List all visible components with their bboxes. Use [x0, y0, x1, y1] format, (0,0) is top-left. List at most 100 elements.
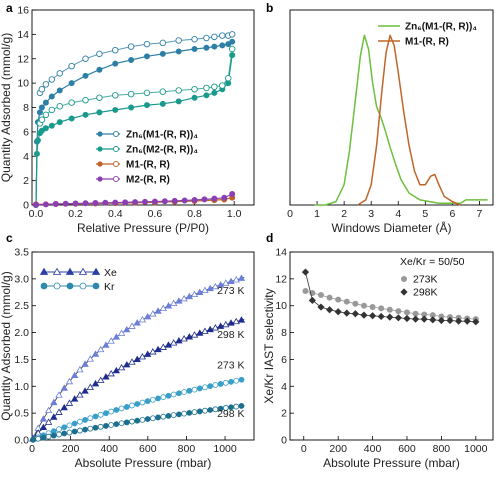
d-xtick-label: 600 [398, 443, 416, 455]
c-series-2-point [66, 422, 73, 429]
c-series-0-point [149, 310, 157, 317]
a-series-1-desorption-point [203, 84, 210, 92]
a-legend-label: M1-(R, R) [126, 160, 170, 171]
d-xtick-label: 0 [301, 443, 307, 455]
c-series-2-point [165, 392, 172, 399]
d-series-0-point [335, 296, 342, 303]
c-series-3-point [61, 430, 68, 437]
c-annotation: 298 K [217, 329, 244, 341]
c-series-2-point [228, 378, 234, 385]
d-xlabel: Absolute Pressure (mbar) [323, 456, 460, 470]
a-series-1-point [203, 92, 210, 99]
a-series-0-desorption-point [68, 62, 75, 70]
a-legend-marker [97, 146, 103, 152]
c-series-2-point [123, 404, 130, 410]
c-series-0-point [117, 329, 126, 336]
c-series-2-point [139, 399, 146, 406]
c-series-1-point [211, 324, 220, 331]
b-series-1-line [357, 34, 461, 206]
c-series-0-point [133, 319, 141, 326]
c-series-3-point [40, 434, 47, 441]
a-series-3-point [42, 201, 49, 208]
a-series-1-desorption-point [68, 99, 75, 106]
c-legend-marker [78, 267, 88, 275]
c-legend-marker [40, 282, 48, 290]
a-series-0-desorption-point [203, 34, 210, 42]
a-series-0-desorption-point [228, 31, 236, 38]
d-ytick-label: 2 [281, 408, 287, 420]
d-series-1-point [351, 310, 359, 318]
a-series-1-point [128, 104, 135, 111]
b-series-0-line [314, 34, 488, 206]
d-series-1-point [472, 318, 480, 326]
c-series-2-point [191, 386, 198, 393]
c-ytick-label: 2.5 [14, 300, 29, 312]
a-series-1-desorption-point [38, 116, 46, 123]
a-series-1-point [191, 94, 198, 101]
d-series-0-point [412, 310, 419, 317]
c-series-1-point [185, 333, 194, 340]
a-legend-label: M2-(R, R) [126, 175, 170, 186]
c-series-2-point [176, 390, 182, 397]
c-series-2-point [222, 379, 229, 386]
c-series-2-point [103, 410, 109, 417]
d-series-0-point [360, 302, 367, 309]
c-series-0-point [222, 279, 230, 286]
b-xtick-label: 0 [287, 208, 293, 220]
a-series-0-point [48, 93, 55, 100]
b-plot-frame [289, 9, 494, 206]
c-series-0-point [112, 333, 121, 340]
b-xtick-label: 2 [341, 208, 347, 220]
a-series-0-desorption-point [42, 81, 50, 88]
c-series-2-point [61, 424, 68, 431]
c-xlabel: Absolute Pressure (mbar) [75, 456, 212, 470]
c-series-1-point [196, 329, 204, 336]
c-series-0-point [237, 274, 246, 281]
c-series-1-point [39, 423, 48, 431]
a-series-1-desorption-point [228, 45, 236, 53]
a-series-0-point [191, 46, 198, 53]
c-series-0-point [180, 294, 188, 302]
c-legend-marker [91, 267, 101, 275]
a-series-1-desorption-point [175, 87, 182, 94]
d-series-0-point [352, 300, 359, 307]
a-series-0-desorption-point [38, 85, 46, 93]
c-xtick-label: 600 [139, 443, 157, 455]
b-xtick-label: 5 [422, 208, 428, 220]
a-series-1-desorption-point [56, 103, 64, 110]
c-series-1-point [159, 343, 167, 350]
a-series-1-desorption-point [143, 89, 151, 97]
a-series-1-desorption-point [191, 85, 198, 93]
a-series-3-point [171, 197, 178, 204]
c-series-0-point [170, 299, 178, 307]
c-ytick-label: 2.0 [14, 327, 29, 339]
b-xtick-label: 4 [395, 208, 401, 220]
c-series-3-point [165, 412, 172, 419]
a-legend-marker [112, 145, 120, 153]
c-series-0-point [201, 286, 209, 293]
a-series-3-point [211, 195, 218, 202]
a-series-1-desorption-line [39, 48, 233, 124]
c-series-0-point [76, 365, 84, 373]
c-series-3-point [118, 420, 125, 427]
c-series-2-point [134, 401, 141, 407]
c-series-1-point [180, 335, 188, 342]
c-series-2-point [181, 389, 188, 395]
d-series-1-point [308, 296, 316, 304]
a-series-0-desorption-point [56, 70, 64, 77]
a-series-0-point [68, 80, 75, 87]
c-series-0-point [123, 325, 131, 333]
a-series-1-point [48, 122, 55, 129]
d-ylabel: Xe/Kr IAST selectivity [262, 288, 276, 403]
c-series-3-point [66, 429, 73, 436]
a-legend-marker [97, 176, 103, 182]
a-series-0-point [38, 104, 45, 111]
c-legend-marker [52, 267, 62, 275]
c-series-1-point [170, 339, 178, 346]
c-series-2-point [160, 394, 167, 400]
a-series-0-desorption-point [159, 39, 167, 47]
d-legend-label: 298K [413, 287, 438, 299]
a-series-1-point [68, 115, 75, 122]
c-annotation: 298 K [217, 408, 244, 420]
c-series-0-point [190, 290, 199, 298]
